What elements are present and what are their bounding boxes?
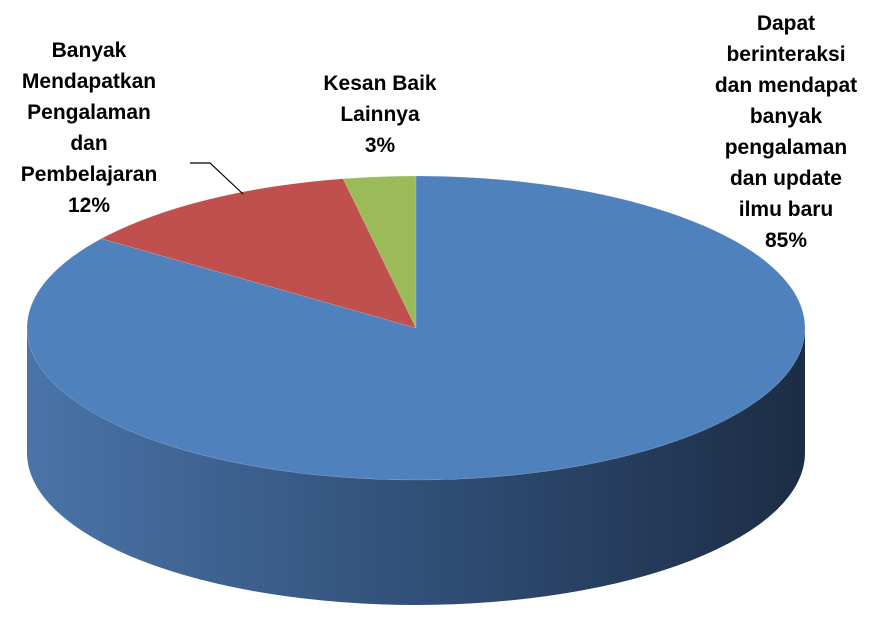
pie-slice-kesan-baik xyxy=(342,175,417,329)
pie-slice-dapat xyxy=(26,175,806,481)
slice-label-banyak-mendapatkan: Banyak Mendapatkan Pengalaman dan Pembelajar… xyxy=(21,39,158,217)
slice-label-dapat-berinteraksi: Dapat berinteraksi dan mendapat banyak penga… xyxy=(715,12,857,252)
leader-lines xyxy=(190,162,244,195)
pie-slice-banyak xyxy=(100,178,417,329)
pie-top-faces xyxy=(26,175,806,481)
leader-line-banyak-mendapatkan xyxy=(190,162,244,195)
pie-side-walls xyxy=(27,328,805,605)
pie-side-dapat xyxy=(27,328,805,605)
slice-label-kesan-baik: Kesan Baik Lainnya 3% xyxy=(323,72,437,157)
